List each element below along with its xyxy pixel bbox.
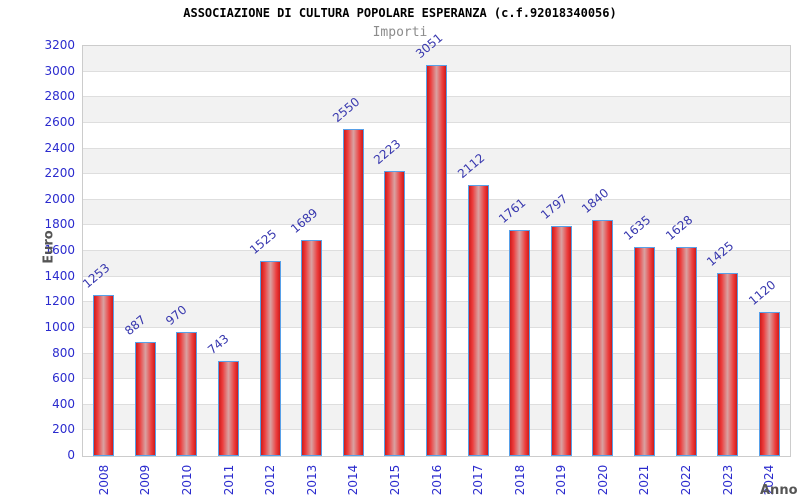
y-axis-tick-label: 2000	[44, 191, 75, 206]
y-axis-tick-label: 2600	[44, 114, 75, 129]
y-axis-tick-label: 2800	[44, 89, 75, 104]
x-axis-tick-label: 2014	[346, 464, 361, 496]
x-axis-tick-label: 2018	[512, 464, 527, 496]
x-axis-tick-label: 2023	[720, 464, 735, 496]
x-axis-tick-label: 2021	[637, 464, 652, 496]
bar-2009	[134, 342, 156, 456]
x-axis-tick-label: 2017	[471, 464, 486, 496]
y-axis-tick-label: 400	[52, 396, 75, 411]
bar-2011	[218, 361, 240, 456]
y-axis-title: Euro	[41, 230, 57, 264]
x-axis-tick-label: 2015	[387, 464, 402, 496]
bar-2020	[592, 220, 614, 456]
x-axis-tick-label: 2009	[138, 464, 153, 496]
x-axis-tick-label: 2010	[179, 464, 194, 496]
y-axis-tick-label: 2400	[44, 140, 75, 155]
y-axis-tick-label: 200	[52, 422, 75, 437]
x-axis-tick-label: 2008	[96, 464, 111, 496]
chart-subtitle: Importi	[372, 25, 428, 40]
bar-2017	[467, 185, 489, 456]
bar-2021	[633, 247, 655, 456]
y-axis-tick-label: 2200	[44, 166, 75, 181]
y-axis-tick-label: 3200	[44, 38, 75, 52]
bar-2014	[342, 129, 364, 456]
y-axis-tick-label: 1400	[44, 268, 75, 283]
bar-2022	[675, 247, 697, 456]
x-axis-tick-label: 2011	[221, 464, 236, 496]
x-axis-tick-label: 2020	[595, 464, 610, 496]
bar-2018	[509, 230, 531, 456]
y-axis-tick-label: 600	[52, 371, 75, 386]
y-axis-tick-label: 3000	[44, 63, 75, 78]
y-axis-tick-label: 1200	[44, 294, 75, 309]
y-axis-tick-label: 800	[52, 345, 75, 360]
y-axis-tick-label: 1600	[44, 243, 75, 257]
x-axis-tick-label: 2012	[263, 464, 278, 496]
x-axis-title: Anno	[760, 483, 798, 498]
chart-title: ASSOCIAZIONE DI CULTURA POPOLARE ESPERAN…	[183, 6, 617, 20]
x-axis-tick-label: 2022	[679, 464, 694, 496]
bar-2015	[384, 171, 406, 456]
x-axis-tick-label: 2019	[554, 464, 569, 496]
bar-2010	[176, 332, 198, 456]
bar-2019	[550, 226, 572, 456]
y-axis-tick-label: 1000	[44, 319, 75, 334]
bar-2012	[259, 261, 281, 456]
y-axis-tick-label: 1800	[44, 217, 75, 232]
bar-2024	[758, 312, 780, 456]
x-axis-tick-label: 2016	[429, 464, 444, 496]
plot-area: 1253 887 970 743 1525 1689 2550 2223 3051 2112 176…	[80, 31, 791, 457]
y-axis-tick-label: 0	[67, 448, 75, 462]
x-axis-tick-label: 2013	[304, 464, 319, 496]
bar-2016	[426, 65, 447, 456]
bar-2013	[301, 240, 323, 456]
bar-2023	[717, 273, 739, 456]
bar-2008	[93, 295, 115, 456]
